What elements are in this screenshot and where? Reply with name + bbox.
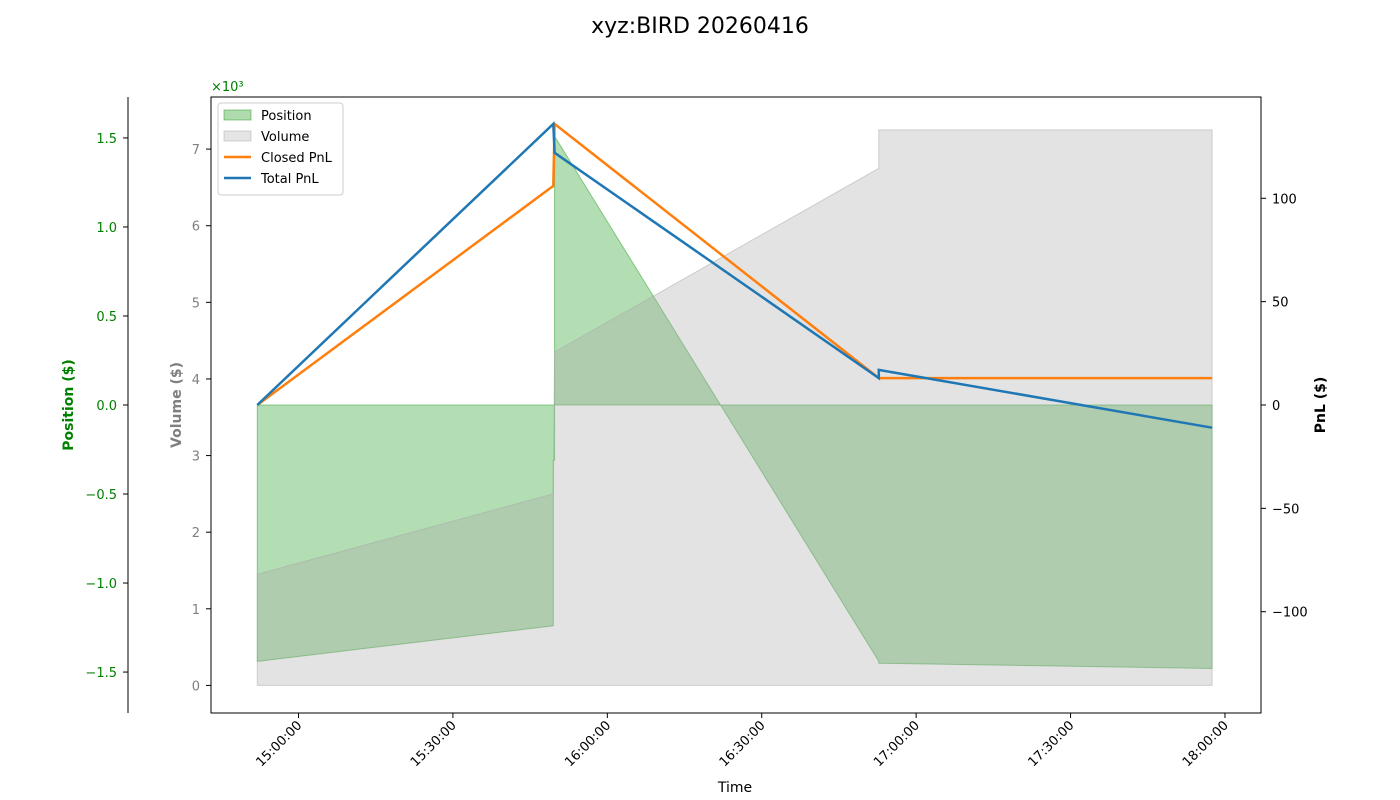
total-pnl-legend-label: Total PnL: [260, 172, 319, 187]
volume-tick-label: 6: [192, 220, 200, 235]
x-axis-label: Time: [717, 780, 752, 796]
position-tick-label: −0.5: [85, 488, 117, 503]
position-tick-label: 1.5: [96, 132, 117, 147]
time-tick-label: 15:30:00: [408, 718, 460, 770]
legend: Position Volume Closed PnL Total PnL: [217, 102, 344, 196]
pnl-tick-label: −100: [1272, 606, 1308, 621]
position-tick-label: 1.0: [96, 221, 117, 236]
volume-axis-label: Volume ($): [169, 362, 185, 448]
volume-scale-note: ×10³: [211, 80, 244, 95]
closed-pnl-line: [256, 121, 1213, 407]
pnl-tick-label: 100: [1272, 192, 1297, 207]
pnl-tick-label: 0: [1272, 399, 1280, 414]
volume-tick-label: 5: [192, 296, 200, 311]
legend-box: [217, 102, 344, 196]
position-tick-label: 0.0: [96, 399, 117, 414]
time-tick-label: 18:00:00: [1180, 718, 1232, 770]
area-layer: [256, 129, 1213, 686]
volume-tick-label: 1: [192, 603, 200, 618]
chart-title: xyz:BIRD 20260416: [591, 14, 809, 39]
pnl-axis-label: PnL ($): [1313, 377, 1329, 434]
line-layer: [256, 121, 1213, 429]
time-tick-label: 16:30:00: [717, 718, 769, 770]
volume-tick-label: 4: [192, 373, 200, 388]
total-pnl-line: [256, 121, 1213, 429]
position-tick-label: −1.5: [85, 666, 117, 681]
volume-area: [256, 129, 1213, 686]
position-legend-label: Position: [261, 109, 312, 124]
volume-axis: 0 1 2 3 4 5 6 7: [192, 143, 211, 694]
time-tick-label: 15:00:00: [253, 718, 305, 770]
position-tick-label: −1.0: [85, 577, 117, 592]
closed-pnl-legend-label: Closed PnL: [261, 151, 333, 166]
position-legend-swatch: [223, 109, 252, 121]
time-tick-label: 17:00:00: [871, 718, 923, 770]
time-tick-label: 17:30:00: [1025, 718, 1077, 770]
pnl-tick-label: −50: [1272, 502, 1299, 517]
pnl-axis: −100 −50 0 50 100: [1261, 192, 1308, 621]
time-tick-label: 16:00:00: [562, 718, 614, 770]
volume-legend-label: Volume: [261, 130, 309, 145]
position-axis: −1.5 −1.0 −0.5 0.0 0.5 1.0 1.5: [85, 132, 128, 681]
time-axis: 15:00:00 15:30:00 16:00:00 16:30:00 17:00:00…: [253, 713, 1232, 770]
position-axis-label: Position ($): [61, 359, 77, 451]
volume-tick-label: 2: [192, 526, 200, 541]
pnl-tick-label: 50: [1272, 296, 1289, 311]
volume-tick-label: 0: [192, 679, 200, 694]
volume-tick-label: 3: [192, 450, 200, 465]
position-tick-label: 0.5: [96, 310, 117, 325]
volume-tick-label: 7: [192, 143, 200, 158]
volume-legend-swatch: [223, 130, 252, 142]
